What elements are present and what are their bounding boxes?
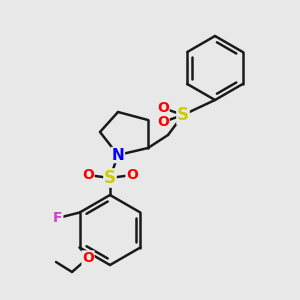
Text: O: O bbox=[157, 115, 169, 129]
Text: O: O bbox=[82, 251, 94, 265]
Text: O: O bbox=[157, 101, 169, 115]
Text: F: F bbox=[53, 211, 63, 225]
Text: N: N bbox=[112, 148, 124, 163]
Text: S: S bbox=[104, 169, 116, 187]
Text: S: S bbox=[177, 106, 189, 124]
Text: O: O bbox=[126, 168, 138, 182]
Text: O: O bbox=[82, 168, 94, 182]
